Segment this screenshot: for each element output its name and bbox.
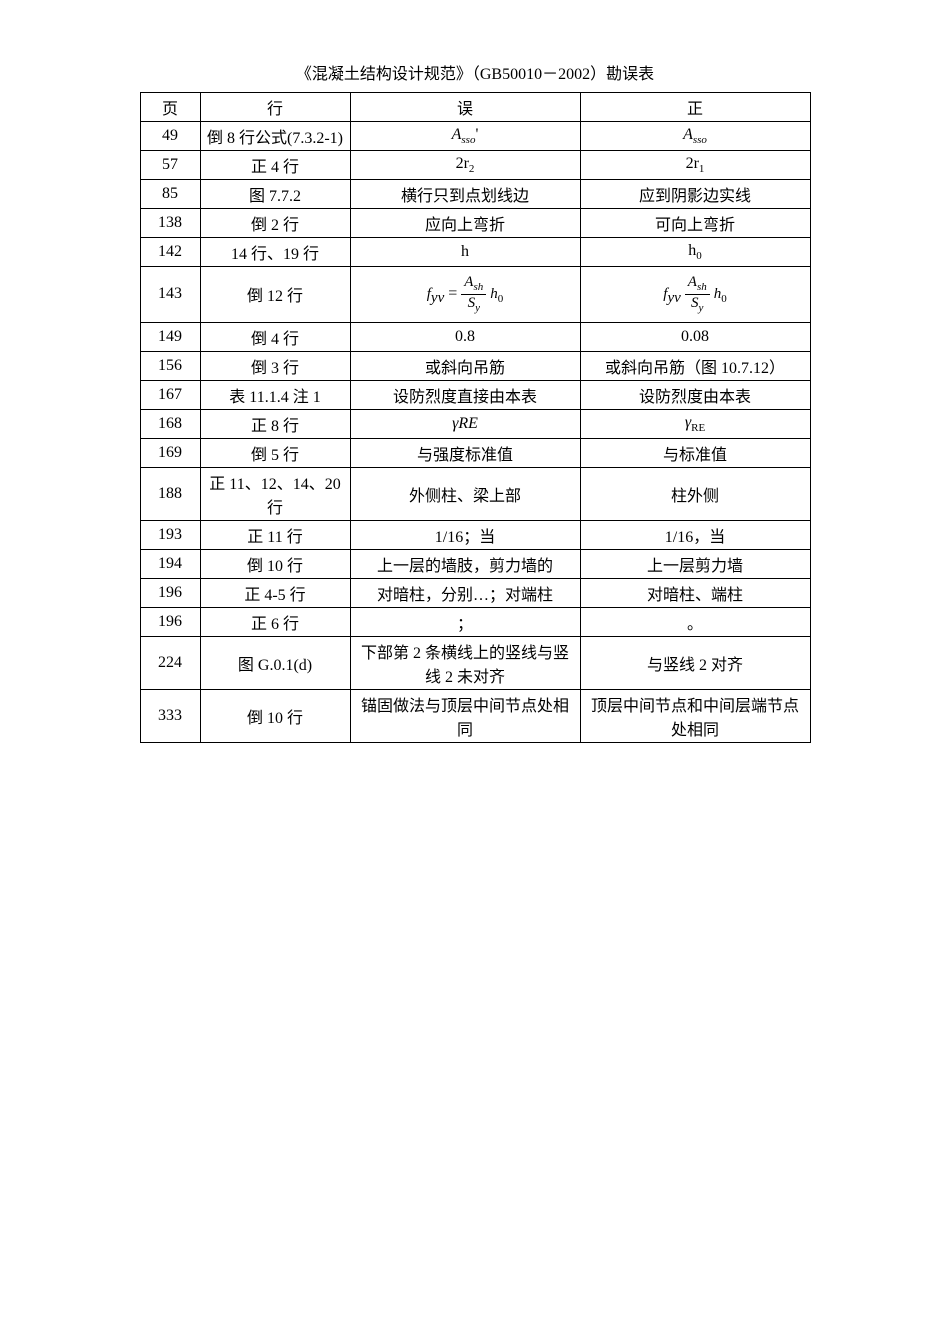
cell-wrong: 0.8 xyxy=(350,322,580,351)
cell-correct: γRE xyxy=(580,409,810,438)
cell-line: 正 8 行 xyxy=(200,409,350,438)
table-row: 333倒 10 行锚固做法与顶层中间节点处相同顶层中间节点和中间层端节点处相同 xyxy=(140,689,810,742)
cell-page: 138 xyxy=(140,209,200,238)
table-row: 196正 6 行；。 xyxy=(140,607,810,636)
cell-line: 倒 10 行 xyxy=(200,549,350,578)
table-row: 143倒 12 行fyv = AshSy h0fyv AshSy h0 xyxy=(140,267,810,323)
cell-correct: 可向上弯折 xyxy=(580,209,810,238)
cell-wrong: Asso' xyxy=(350,122,580,151)
cell-wrong: fyv = AshSy h0 xyxy=(350,267,580,323)
cell-line: 正 4-5 行 xyxy=(200,578,350,607)
cell-correct: 与标准值 xyxy=(580,438,810,467)
table-row: 57正 4 行2r22r1 xyxy=(140,151,810,180)
cell-correct: h0 xyxy=(580,238,810,267)
cell-line: 正 4 行 xyxy=(200,151,350,180)
cell-wrong: 设防烈度直接由本表 xyxy=(350,380,580,409)
cell-line: 倒 3 行 xyxy=(200,351,350,380)
cell-page: 57 xyxy=(140,151,200,180)
table-row: 149倒 4 行0.80.08 xyxy=(140,322,810,351)
cell-page: 194 xyxy=(140,549,200,578)
cell-correct: 设防烈度由本表 xyxy=(580,380,810,409)
cell-correct: 对暗柱、端柱 xyxy=(580,578,810,607)
cell-line: 倒 10 行 xyxy=(200,689,350,742)
cell-line: 正 11 行 xyxy=(200,520,350,549)
cell-correct: 1/16，当 xyxy=(580,520,810,549)
cell-wrong: γRE xyxy=(350,409,580,438)
cell-wrong: 与强度标准值 xyxy=(350,438,580,467)
cell-wrong: 锚固做法与顶层中间节点处相同 xyxy=(350,689,580,742)
cell-page: 167 xyxy=(140,380,200,409)
table-row: 168正 8 行γREγRE xyxy=(140,409,810,438)
cell-page: 333 xyxy=(140,689,200,742)
cell-page: 193 xyxy=(140,520,200,549)
table-row: 14214 行、19 行hh0 xyxy=(140,238,810,267)
cell-page: 224 xyxy=(140,636,200,689)
cell-page: 142 xyxy=(140,238,200,267)
cell-wrong: ； xyxy=(350,607,580,636)
table-row: 188正 11、12、14、20行外侧柱、梁上部柱外侧 xyxy=(140,467,810,520)
cell-wrong: 横行只到点划线边 xyxy=(350,180,580,209)
table-row: 138倒 2 行应向上弯折可向上弯折 xyxy=(140,209,810,238)
col-header-line: 行 xyxy=(200,93,350,122)
col-header-page: 页 xyxy=(140,93,200,122)
cell-line: 倒 2 行 xyxy=(200,209,350,238)
table-row: 193正 11 行1/16；当1/16，当 xyxy=(140,520,810,549)
cell-page: 143 xyxy=(140,267,200,323)
cell-wrong: 或斜向吊筋 xyxy=(350,351,580,380)
cell-line: 倒 8 行公式(7.3.2-1) xyxy=(200,122,350,151)
cell-correct: 2r1 xyxy=(580,151,810,180)
cell-page: 168 xyxy=(140,409,200,438)
cell-correct: 0.08 xyxy=(580,322,810,351)
cell-page: 196 xyxy=(140,578,200,607)
cell-line: 图 7.7.2 xyxy=(200,180,350,209)
cell-line: 倒 4 行 xyxy=(200,322,350,351)
cell-wrong: h xyxy=(350,238,580,267)
cell-wrong: 应向上弯折 xyxy=(350,209,580,238)
cell-page: 85 xyxy=(140,180,200,209)
cell-correct: 应到阴影边实线 xyxy=(580,180,810,209)
table-row: 167表 11.1.4 注 1设防烈度直接由本表设防烈度由本表 xyxy=(140,380,810,409)
table-row: 156倒 3 行或斜向吊筋或斜向吊筋（图 10.7.12） xyxy=(140,351,810,380)
cell-page: 149 xyxy=(140,322,200,351)
cell-page: 188 xyxy=(140,467,200,520)
cell-page: 196 xyxy=(140,607,200,636)
table-header-row: 页 行 误 正 xyxy=(140,93,810,122)
cell-line: 正 6 行 xyxy=(200,607,350,636)
cell-correct: Asso xyxy=(580,122,810,151)
cell-page: 49 xyxy=(140,122,200,151)
cell-line: 14 行、19 行 xyxy=(200,238,350,267)
cell-line: 正 11、12、14、20行 xyxy=(200,467,350,520)
table-row: 169倒 5 行与强度标准值与标准值 xyxy=(140,438,810,467)
cell-wrong: 1/16；当 xyxy=(350,520,580,549)
table-row: 224图 G.0.1(d)下部第 2 条横线上的竖线与竖线 2 未对齐与竖线 2… xyxy=(140,636,810,689)
cell-line: 倒 12 行 xyxy=(200,267,350,323)
cell-wrong: 下部第 2 条横线上的竖线与竖线 2 未对齐 xyxy=(350,636,580,689)
cell-line: 图 G.0.1(d) xyxy=(200,636,350,689)
errata-table: 页 行 误 正 49倒 8 行公式(7.3.2-1)Asso'Asso57正 4… xyxy=(140,92,811,743)
cell-wrong: 上一层的墙肢，剪力墙的 xyxy=(350,549,580,578)
table-body: 49倒 8 行公式(7.3.2-1)Asso'Asso57正 4 行2r22r1… xyxy=(140,122,810,743)
cell-correct: 上一层剪力墙 xyxy=(580,549,810,578)
col-header-correct: 正 xyxy=(580,93,810,122)
cell-line: 倒 5 行 xyxy=(200,438,350,467)
col-header-wrong: 误 xyxy=(350,93,580,122)
cell-correct: 与竖线 2 对齐 xyxy=(580,636,810,689)
document-title: 《混凝土结构设计规范》（GB50010－2002）勘误表 xyxy=(40,60,910,84)
cell-page: 156 xyxy=(140,351,200,380)
cell-correct: 或斜向吊筋（图 10.7.12） xyxy=(580,351,810,380)
table-row: 196正 4-5 行对暗柱，分别…；对端柱对暗柱、端柱 xyxy=(140,578,810,607)
table-row: 194倒 10 行上一层的墙肢，剪力墙的上一层剪力墙 xyxy=(140,549,810,578)
table-row: 49倒 8 行公式(7.3.2-1)Asso'Asso xyxy=(140,122,810,151)
cell-correct: 。 xyxy=(580,607,810,636)
cell-line: 表 11.1.4 注 1 xyxy=(200,380,350,409)
table-row: 85图 7.7.2横行只到点划线边应到阴影边实线 xyxy=(140,180,810,209)
cell-correct: fyv AshSy h0 xyxy=(580,267,810,323)
cell-correct: 柱外侧 xyxy=(580,467,810,520)
cell-wrong: 外侧柱、梁上部 xyxy=(350,467,580,520)
cell-wrong: 2r2 xyxy=(350,151,580,180)
cell-correct: 顶层中间节点和中间层端节点处相同 xyxy=(580,689,810,742)
cell-wrong: 对暗柱，分别…；对端柱 xyxy=(350,578,580,607)
cell-page: 169 xyxy=(140,438,200,467)
